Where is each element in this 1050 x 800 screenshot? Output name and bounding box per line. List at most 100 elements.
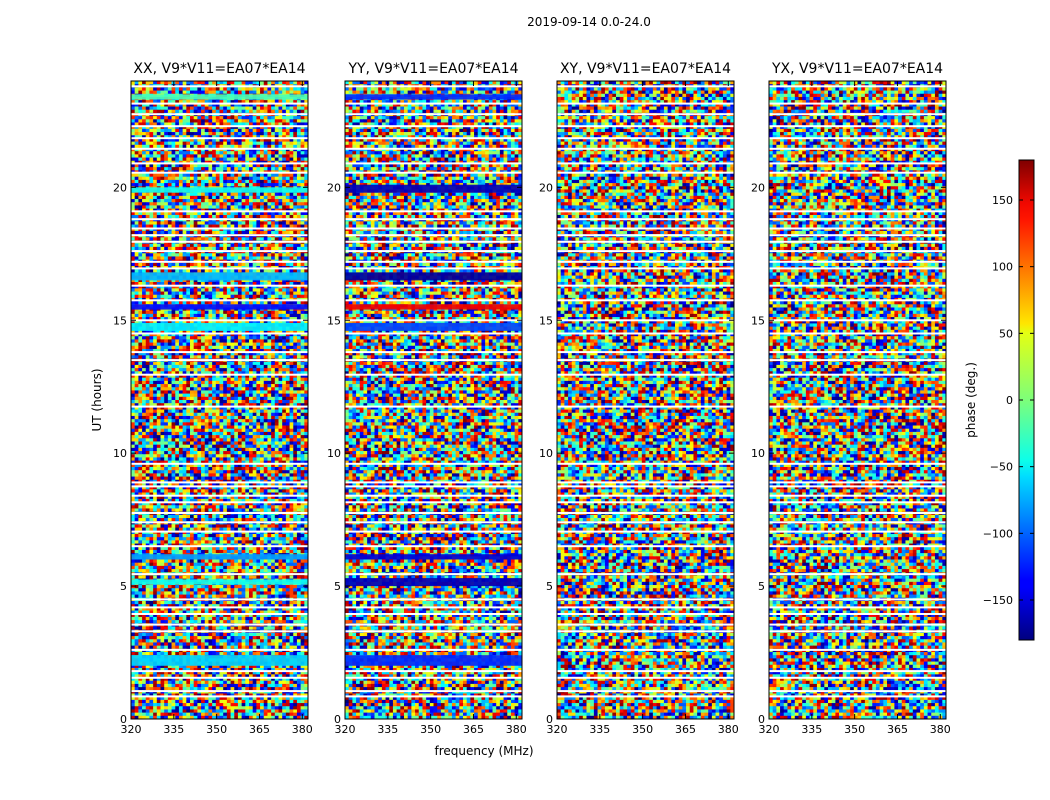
flagged-row <box>769 521 946 524</box>
flagged-row <box>131 670 308 673</box>
flagged-row <box>131 573 308 576</box>
flagged-row <box>557 630 734 633</box>
flagged-row <box>769 299 946 302</box>
coherent-phase-band <box>345 554 522 560</box>
y-tick-label: 10 <box>327 447 341 460</box>
flagged-row <box>345 623 522 626</box>
flagged-row <box>131 267 308 270</box>
x-tick-label: 380 <box>930 723 951 736</box>
x-tick-label: 365 <box>887 723 908 736</box>
panel-1: XX, V9*V11=EA07*EA14 320 335 350 365 380 0 5 10 1… <box>113 61 313 736</box>
flagged-row <box>345 260 522 263</box>
colorbar-ticks: 150 100 50 0 −50 −100 −150 <box>983 194 1034 607</box>
flagged-row <box>769 676 946 679</box>
flagged-row <box>131 85 308 88</box>
figure-suptitle: 2019-09-14 0.0-24.0 <box>527 15 651 29</box>
flagged-row <box>557 234 734 237</box>
colorbar-tick-label: −150 <box>983 594 1013 607</box>
flagged-row <box>345 332 522 335</box>
y-tick-label: 15 <box>751 314 765 327</box>
flagged-row <box>345 250 522 253</box>
flagged-row <box>131 113 308 116</box>
y-tick-label: 15 <box>327 314 341 327</box>
flagged-row <box>345 670 522 673</box>
flagged-row <box>131 299 308 302</box>
flagged-row <box>345 102 522 105</box>
flagged-row <box>769 227 946 230</box>
x-tick-label: 380 <box>506 723 527 736</box>
flagged-row <box>769 623 946 626</box>
flagged-row <box>557 462 734 465</box>
flagged-row <box>769 234 946 237</box>
coherent-phase-band <box>131 655 308 666</box>
y-tick-label: 15 <box>113 314 127 327</box>
flagged-row <box>345 319 522 322</box>
flagged-row <box>131 218 308 221</box>
panel-title: YX, V9*V11=EA07*EA14 <box>771 61 943 77</box>
flagged-row <box>557 102 734 105</box>
flagged-row <box>131 462 308 465</box>
coherent-phase-band <box>131 187 308 193</box>
flagged-row <box>557 267 734 270</box>
flagged-row <box>345 284 522 287</box>
x-axis-label: frequency (MHz) <box>434 744 533 758</box>
flagged-row <box>131 240 308 243</box>
phase-noise-image <box>769 81 946 719</box>
flagged-row <box>345 373 522 376</box>
coherent-phase-band <box>131 579 308 585</box>
flagged-row <box>131 405 308 408</box>
flagged-row <box>345 351 522 354</box>
panel-3: XY, V9*V11=EA07*EA14 320 335 350 365 380 0 5 10 1… <box>539 61 739 736</box>
flagged-row <box>345 613 522 615</box>
panel-title: XY, V9*V11=EA07*EA14 <box>560 61 731 77</box>
flagged-row <box>557 623 734 626</box>
flagged-row <box>131 501 308 504</box>
flagged-row <box>769 613 946 615</box>
flagged-row <box>557 695 734 698</box>
flagged-row <box>769 606 946 609</box>
flagged-row <box>345 598 522 601</box>
x-tick-label: 350 <box>844 723 865 736</box>
flagged-row <box>557 240 734 243</box>
y-tick-label: 20 <box>113 181 127 194</box>
flagged-row <box>131 521 308 524</box>
flagged-row <box>769 319 946 322</box>
flagged-row <box>131 530 308 533</box>
flagged-row <box>557 250 734 253</box>
phase-noise-image <box>345 81 522 719</box>
x-tick-label: 335 <box>589 723 610 736</box>
x-tick-label: 320 <box>335 723 356 736</box>
y-tick-label: 5 <box>120 580 127 593</box>
y-tick-label: 5 <box>334 580 341 593</box>
flagged-row <box>131 606 308 609</box>
phase-noise-image <box>131 81 308 719</box>
flagged-row <box>557 113 734 116</box>
flagged-row <box>557 227 734 230</box>
flagged-row <box>769 351 946 354</box>
x-tick-label: 335 <box>163 723 184 736</box>
flagged-row <box>131 260 308 263</box>
flagged-row <box>769 512 946 514</box>
flagged-row <box>345 512 522 514</box>
coherent-phase-band <box>131 304 308 310</box>
coherent-phase-band <box>345 184 522 193</box>
y-tick-label: 5 <box>546 580 553 593</box>
flagged-row <box>131 512 308 514</box>
flagged-row <box>557 373 734 376</box>
flagged-row <box>345 501 522 504</box>
x-tick-label: 320 <box>547 723 568 736</box>
flagged-row <box>557 501 734 504</box>
flagged-row <box>131 171 308 174</box>
flagged-row <box>557 351 734 354</box>
colorbar-tick-label: −100 <box>983 527 1013 540</box>
flagged-row <box>345 481 522 484</box>
coherent-phase-band <box>345 655 522 666</box>
flagged-row <box>131 695 308 698</box>
flagged-row <box>345 462 522 465</box>
flagged-row <box>131 690 308 693</box>
flagged-row <box>345 85 522 88</box>
flagged-row <box>131 319 308 322</box>
flagged-row <box>131 494 308 497</box>
flagged-row <box>131 359 308 362</box>
flagged-row <box>557 648 734 651</box>
